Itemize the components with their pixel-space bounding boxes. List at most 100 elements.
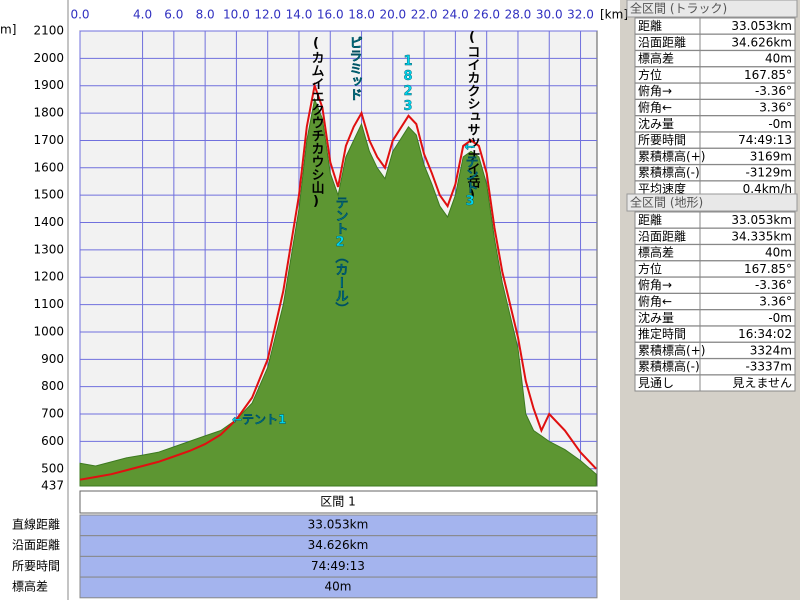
section-header: 区間 1 (320, 495, 355, 509)
panel-title: 全区間 (トラック) (630, 1, 727, 16)
x-tick-label: 18.0 (348, 8, 375, 22)
row-value: 3324m (750, 343, 792, 357)
y-tick-label: 1100 (33, 297, 64, 311)
x-tick-label: 6.0 (164, 8, 183, 22)
row-label: 沿面距離 (638, 35, 686, 49)
row-value: 40m (765, 246, 792, 260)
row-label: 沿面距離 (638, 229, 686, 243)
row-value: 167.85° (744, 262, 792, 276)
row-label: 所要時間 (638, 133, 686, 147)
annotation: テント2（カール） (333, 196, 350, 315)
row-label: 方位 (638, 261, 662, 276)
row-value: 74:49:13 (311, 559, 365, 573)
y-tick-label: 1800 (33, 106, 64, 120)
row-value: 3.36° (759, 295, 792, 309)
row-value: 34.626km (731, 35, 792, 49)
x-tick-label: 22.0 (411, 8, 438, 22)
row-label: 累積標高(-) (638, 359, 700, 374)
row-value: 見えません (732, 376, 792, 390)
section-header-bg (79, 490, 598, 514)
row-value: -3.36° (755, 84, 792, 98)
y-tick-label: 700 (41, 407, 64, 421)
row-value: 34.335km (731, 229, 792, 243)
x-tick-label: 12.0 (254, 8, 281, 22)
row-label: 累積標高(-) (638, 165, 700, 180)
y-tick-label: 2100 (33, 24, 64, 38)
y-tick-label: 1900 (33, 78, 64, 92)
row-value: 16:34:02 (738, 327, 792, 341)
row-label: 方位 (638, 67, 662, 82)
row-label: 沈み量 (638, 310, 674, 325)
row-label: 推定時間 (638, 326, 686, 341)
x-tick-label: 20.0 (379, 8, 406, 22)
row-value: 40m (325, 580, 352, 594)
row-label: 直線距離 (12, 517, 60, 532)
y-tick-label: 437 (41, 479, 64, 493)
annotation: ←テント1 (232, 413, 286, 427)
row-value: -3.36° (755, 278, 792, 292)
x-tick-label: 10.0 (223, 8, 250, 22)
annotation: ピラミッド (347, 36, 362, 101)
annotation: 1823 (401, 54, 416, 114)
x-tick-label: 8.0 (196, 8, 215, 22)
row-value: -3337m (745, 360, 792, 374)
x-tick-label: 30.0 (536, 8, 563, 22)
row-value: 40m (765, 52, 792, 66)
row-value: -3129m (745, 166, 792, 180)
y-tick-label: 500 (41, 461, 64, 475)
row-label: 所要時間 (12, 559, 60, 573)
row-label: 距離 (638, 213, 662, 227)
row-label: 沿面距離 (12, 538, 60, 552)
row-label: 標高差 (638, 51, 674, 66)
row-label: 俯角← (638, 294, 672, 309)
x-tick-label: 14.0 (286, 8, 313, 22)
row-label: 見通し (638, 376, 674, 390)
panel-title-bg (626, 193, 798, 212)
y-tick-label: 900 (41, 352, 64, 366)
row-label: 標高差 (12, 579, 48, 594)
row-label: 距離 (638, 19, 662, 33)
y-tick-label: 800 (41, 379, 64, 393)
row-value: 33.053km (731, 213, 792, 227)
row-value: 33.053km (308, 518, 369, 532)
row-value: -0m (768, 311, 792, 325)
row-value: 34.626km (308, 538, 369, 552)
row-value: 33.053km (731, 19, 792, 33)
x-tick-label: 32.0 (567, 8, 594, 22)
annotation: (カムイエクウチカウシ山) (309, 36, 325, 209)
row-label: 俯角← (638, 100, 672, 115)
y-tick-label: 1400 (33, 215, 64, 229)
row-value: 167.85° (744, 68, 792, 82)
x-tick-label: 4.0 (133, 8, 152, 22)
row-value: 74:49:13 (738, 133, 792, 147)
x-tick-label: 16.0 (317, 8, 344, 22)
row-value: 3.36° (759, 101, 792, 115)
row-value: 0.4km/h (743, 182, 792, 196)
track-line (79, 81, 597, 481)
annotation: (コイカクシュサツナイ岳) (465, 30, 481, 203)
row-label: 平均速度 (638, 181, 686, 196)
row-label: 沈み量 (638, 116, 674, 131)
y-tick-label: 1300 (33, 242, 64, 256)
row-label: 俯角→ (638, 277, 672, 292)
panel-title-bg (626, 0, 798, 18)
x-tick-label: 0.0 (70, 8, 89, 22)
y-unit: m] (0, 23, 16, 37)
x-tick-label: 24.0 (442, 8, 469, 22)
y-tick-label: 1200 (33, 270, 64, 284)
y-tick-label: 1000 (33, 324, 64, 338)
value-cell (79, 576, 598, 599)
annotation: ←テント3 (463, 140, 478, 209)
y-tick-label: 2000 (33, 51, 64, 65)
x-tick-label: 26.0 (473, 8, 500, 22)
terrain-area (79, 97, 597, 487)
row-label: 俯角→ (638, 83, 672, 98)
row-label: 累積標高(+) (638, 342, 705, 357)
y-tick-label: 1700 (33, 133, 64, 147)
y-tick-label: 1500 (33, 188, 64, 202)
row-value: -0m (768, 117, 792, 131)
x-tick-label: 28.0 (505, 8, 532, 22)
y-tick-label: 600 (41, 434, 64, 448)
row-label: 累積標高(+) (638, 148, 705, 163)
